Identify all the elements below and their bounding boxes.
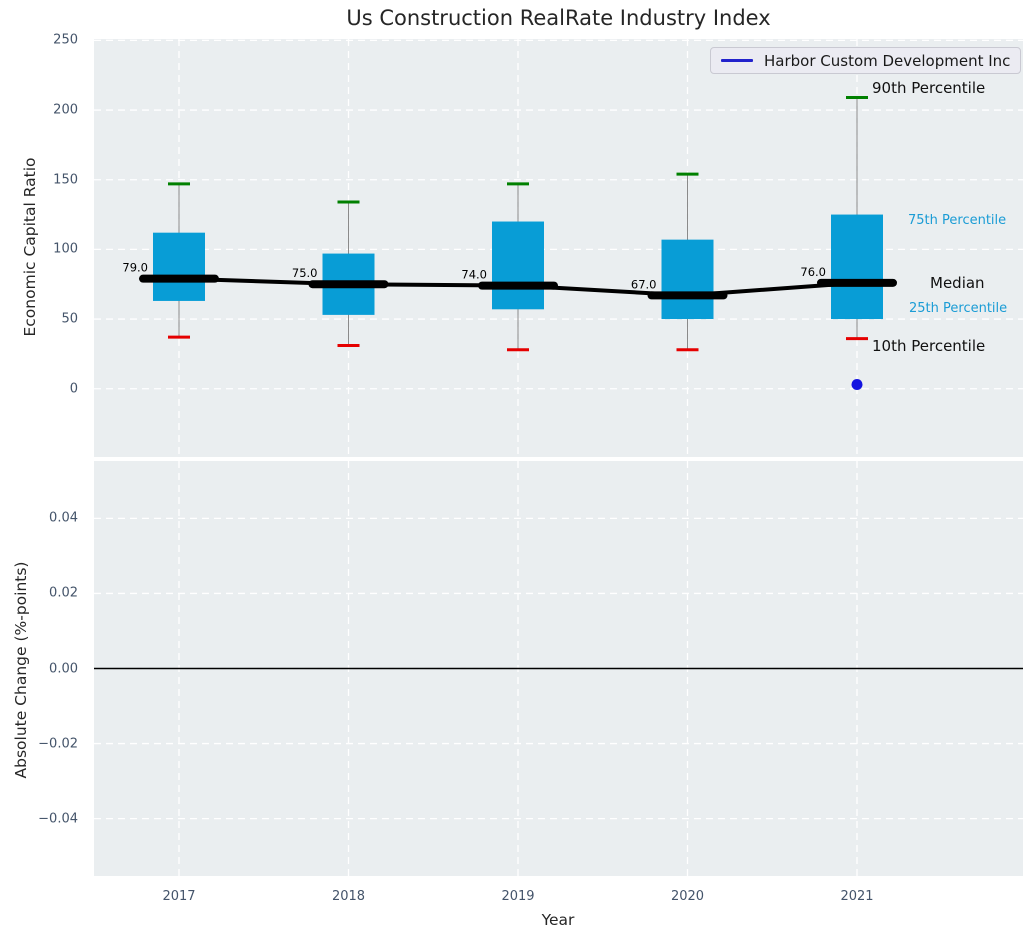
bottom-panel	[94, 461, 1023, 876]
top-y-tick-label: 50	[61, 311, 78, 327]
x-tick-label: 2017	[162, 889, 196, 904]
bottom-y-tick-label: −0.04	[38, 811, 78, 827]
iqr-box	[153, 232, 205, 301]
annotation-75th-percentile: 75th Percentile	[908, 213, 1007, 228]
bottom-y-tick-label: 0.04	[49, 510, 78, 526]
annotation-10th-percentile: 10th Percentile	[872, 337, 986, 355]
top-y-tick-label: 100	[53, 241, 78, 257]
iqr-box	[661, 239, 714, 320]
annotation-median: Median	[930, 274, 985, 292]
median-value-label: 79.0	[122, 261, 148, 275]
legend-label: Harbor Custom Development Inc	[764, 51, 1011, 70]
legend: Harbor Custom Development Inc	[710, 47, 1022, 74]
legend-line-icon	[721, 59, 753, 62]
chart-title: Us Construction RealRate Industry Index	[346, 6, 771, 30]
x-tick-label: 2020	[670, 889, 705, 904]
bottom-y-tick-label: −0.02	[38, 736, 78, 752]
bottom-y-tick-label: 0.02	[49, 585, 78, 601]
median-value-label: 67.0	[631, 277, 657, 291]
top-panel-chart: 79.0 75.0 74.0 67.0 76.0	[94, 39, 1023, 457]
top-y-tick-label: 0	[69, 381, 78, 397]
bottom-panel-chart	[94, 461, 1023, 876]
x-axis-label: Year	[541, 911, 575, 929]
iqr-box	[492, 221, 544, 310]
top-y-tick-label: 150	[53, 172, 78, 188]
top-panel: 79.0 75.0 74.0 67.0 76.0	[94, 39, 1023, 457]
annotation-25th-percentile: 25th Percentile	[909, 301, 1008, 316]
iqr-box	[831, 214, 883, 320]
top-y-tick-label: 250	[53, 32, 78, 48]
x-tick-label: 2018	[331, 889, 366, 904]
x-tick-label: 2021	[840, 889, 874, 904]
annotation-90th-percentile: 90th Percentile	[872, 79, 986, 97]
median-value-label: 74.0	[461, 268, 487, 282]
x-tick-label: 2019	[501, 889, 535, 904]
top-y-tick-label: 200	[53, 102, 78, 118]
bottom-y-tick-label: 0.00	[49, 661, 78, 676]
median-value-label: 75.0	[292, 266, 318, 280]
median-value-label: 76.0	[800, 265, 826, 279]
company-point	[851, 379, 863, 391]
